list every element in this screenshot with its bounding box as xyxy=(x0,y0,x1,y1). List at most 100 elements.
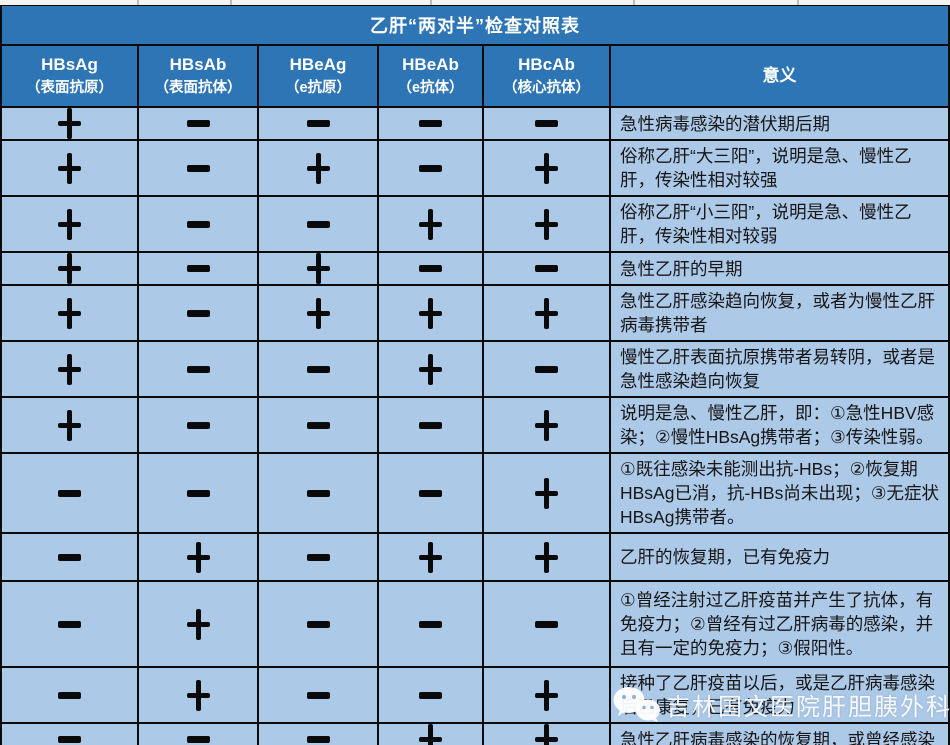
minus-symbol xyxy=(186,220,210,228)
plus-symbol xyxy=(186,679,210,711)
header-fullname: （表面抗体） xyxy=(154,80,242,96)
minus-symbol xyxy=(419,164,442,172)
result-cell-negative xyxy=(482,108,609,139)
plus-symbol xyxy=(535,724,558,745)
result-cell-negative xyxy=(137,342,257,396)
table-row: 慢性乙肝表面抗原携带者易转阴，或者是急性感染趋向恢复 xyxy=(2,342,948,398)
table-row: 俗称乙肝“小三阳”，说明是急、慢性乙肝，传染性相对较弱 xyxy=(2,197,948,253)
result-cell-positive xyxy=(482,534,609,580)
column-divider-tick xyxy=(633,0,635,5)
table-row: 急性病毒感染的潜伏期后期 xyxy=(2,108,948,141)
result-cell-negative xyxy=(257,582,377,666)
meaning-cell: ①既往感染未能测出抗-HBs；②恢复期HBsAg已消，抗-HBs尚未出现；③无症… xyxy=(609,454,948,532)
result-cell-negative xyxy=(257,668,377,722)
result-cell-negative xyxy=(137,454,257,532)
plus-symbol xyxy=(419,297,442,329)
result-cell-negative xyxy=(2,668,137,722)
result-cell-negative xyxy=(377,454,482,532)
minus-symbol xyxy=(306,620,330,628)
column-divider-tick xyxy=(137,0,139,5)
plus-symbol xyxy=(419,541,442,573)
plus-symbol xyxy=(535,297,558,329)
meaning-cell: 急性乙肝的早期 xyxy=(609,253,948,284)
meaning-cell: 说明是急、慢性乙肝，即：①急性HBV感染；②慢性HBsAg携带者；③传染性弱。 xyxy=(609,398,948,452)
minus-symbol xyxy=(186,265,210,272)
meaning-cell: 急性乙肝感染趋向恢复，或者为慢性乙肝病毒携带者 xyxy=(609,286,948,340)
result-cell-negative xyxy=(377,141,482,195)
result-cell-negative xyxy=(377,398,482,452)
result-cell-positive xyxy=(482,454,609,532)
result-cell-positive xyxy=(2,286,137,340)
result-cell-positive xyxy=(482,197,609,251)
header-cell-hbeab: HBeAb （e抗体） xyxy=(377,46,482,106)
minus-symbol xyxy=(58,489,81,497)
minus-symbol xyxy=(306,736,330,743)
result-cell-negative xyxy=(482,582,609,666)
plus-symbol xyxy=(58,253,81,284)
header-cell-hbsag: HBsAg （表面抗原） xyxy=(2,46,137,106)
plus-symbol xyxy=(419,724,442,745)
plus-symbol xyxy=(306,253,330,284)
minus-symbol xyxy=(58,736,81,743)
minus-symbol xyxy=(58,620,81,628)
result-cell-positive xyxy=(2,253,137,284)
plus-symbol xyxy=(419,208,442,240)
minus-symbol xyxy=(306,220,330,228)
minus-symbol xyxy=(419,120,442,127)
result-cell-negative xyxy=(137,197,257,251)
result-cell-negative xyxy=(137,141,257,195)
table-row: 急性乙肝的早期 xyxy=(2,253,948,286)
result-cell-positive xyxy=(482,668,609,722)
result-cell-negative xyxy=(257,398,377,452)
plus-symbol xyxy=(58,353,81,385)
cutoff-row-strip xyxy=(0,0,950,5)
plus-symbol xyxy=(535,208,558,240)
table-row: 说明是急、慢性乙肝，即：①急性HBV感染；②慢性HBsAg携带者；③传染性弱。 xyxy=(2,398,948,454)
result-cell-positive xyxy=(377,724,482,745)
result-cell-positive xyxy=(482,141,609,195)
table-title: 乙肝“两对半”检查对照表 xyxy=(2,6,948,46)
header-fullname: （表面抗原） xyxy=(26,80,113,96)
minus-symbol xyxy=(186,421,210,429)
meaning-cell: 慢性乙肝表面抗原携带者易转阴，或者是急性感染趋向恢复 xyxy=(609,342,948,396)
result-cell-positive xyxy=(377,342,482,396)
minus-symbol xyxy=(186,736,210,743)
plus-symbol xyxy=(419,353,442,385)
minus-symbol xyxy=(58,691,81,699)
result-cell-positive xyxy=(137,668,257,722)
result-cell-negative xyxy=(482,342,609,396)
result-cell-negative xyxy=(377,253,482,284)
header-abbr: HBeAg xyxy=(289,55,347,74)
result-cell-positive xyxy=(2,141,137,195)
comparison-table: 乙肝“两对半”检查对照表 HBsAg （表面抗原） HBsAb （表面抗体） H… xyxy=(0,5,950,745)
result-cell-negative xyxy=(257,197,377,251)
result-cell-negative xyxy=(257,724,377,745)
result-cell-positive xyxy=(2,197,137,251)
result-cell-positive xyxy=(482,398,609,452)
minus-symbol xyxy=(535,265,558,272)
header-fullname: （e抗原） xyxy=(284,80,352,96)
minus-symbol xyxy=(186,365,210,373)
result-cell-negative xyxy=(377,668,482,722)
meaning-cell: 急性乙肝病毒感染的恢复期，或曾经感染 xyxy=(609,724,948,745)
plus-symbol xyxy=(535,152,558,184)
plus-symbol xyxy=(58,409,81,441)
meaning-cell: 急性病毒感染的潜伏期后期 xyxy=(609,108,948,139)
result-cell-negative xyxy=(257,534,377,580)
header-cell-hbeag: HBeAg （e抗原） xyxy=(257,46,377,106)
table-row: ①曾经注射过乙肝疫苗并产生了抗体，有免疫力；②曾经有过乙肝病毒的感染，并且有一定… xyxy=(2,582,948,668)
result-cell-positive xyxy=(257,141,377,195)
minus-symbol xyxy=(419,489,442,497)
result-cell-positive xyxy=(137,582,257,666)
result-cell-positive xyxy=(257,286,377,340)
result-cell-negative xyxy=(257,454,377,532)
header-abbr: HBcAb xyxy=(518,55,575,74)
result-cell-positive xyxy=(2,108,137,139)
table-row: ①既往感染未能测出抗-HBs；②恢复期HBsAg已消，抗-HBs尚未出现；③无症… xyxy=(2,454,948,534)
result-cell-positive xyxy=(482,724,609,745)
plus-symbol xyxy=(58,297,81,329)
plus-symbol xyxy=(186,608,210,640)
minus-symbol xyxy=(306,365,330,373)
result-cell-negative xyxy=(2,724,137,745)
table-row: 急性乙肝病毒感染的恢复期，或曾经感染 xyxy=(2,724,948,745)
